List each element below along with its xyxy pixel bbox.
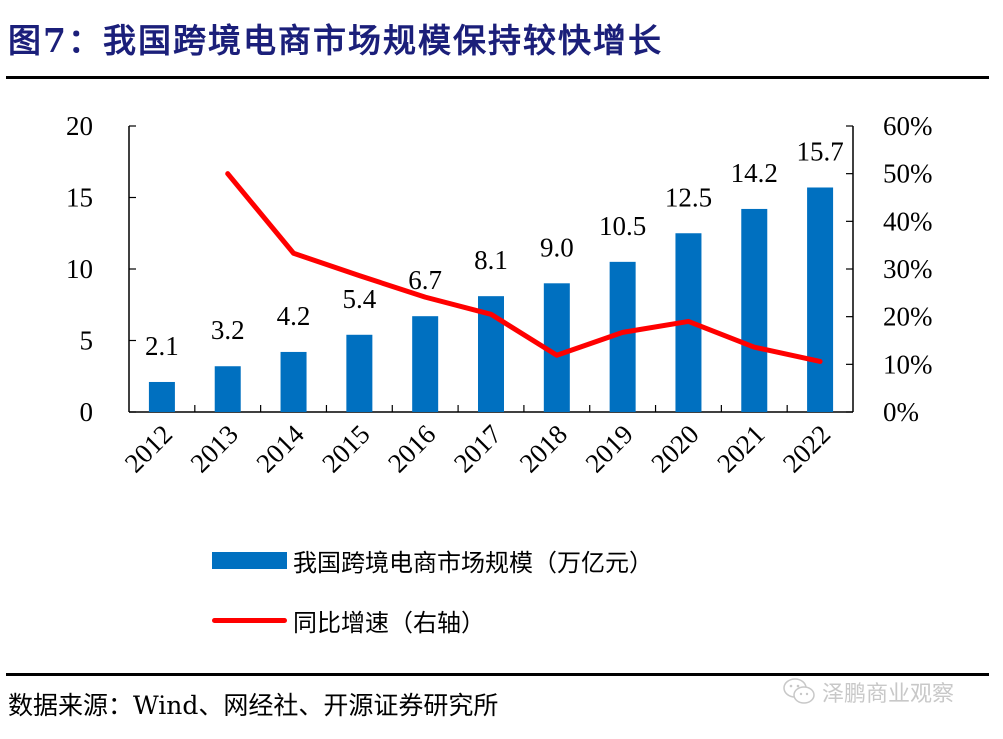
right-tick-label: 30% xyxy=(883,254,933,284)
right-tick-label: 20% xyxy=(883,302,933,332)
left-tick-label: 10 xyxy=(66,254,93,284)
left-tick-label: 20 xyxy=(66,111,93,141)
legend-swatch-line xyxy=(212,617,287,623)
bar-2012 xyxy=(148,381,175,412)
data-label-2017: 8.1 xyxy=(474,245,508,275)
legend-label-line: 同比增速（右轴） xyxy=(293,608,485,637)
bars xyxy=(148,187,834,412)
bar-2016 xyxy=(412,316,439,412)
left-tick-label: 5 xyxy=(80,326,94,356)
legend-label-bar: 我国跨境电商市场规模（万亿元） xyxy=(293,548,653,577)
legend-swatch-bar xyxy=(212,551,287,569)
growth-line-group xyxy=(225,171,823,364)
growth-line xyxy=(225,171,823,364)
data-label-2014: 4.2 xyxy=(277,301,311,331)
x-tick-label-2015: 2015 xyxy=(316,419,375,478)
right-tick-label: 60% xyxy=(883,111,933,141)
left-tick-label: 15 xyxy=(66,183,93,213)
x-tick-label-2019: 2019 xyxy=(579,419,638,478)
x-tick-label-2013: 2013 xyxy=(185,419,244,478)
bar-2015 xyxy=(346,334,373,412)
data-label-2019: 10.5 xyxy=(599,211,646,241)
right-tick-label: 0% xyxy=(883,397,919,427)
data-label-2016: 6.7 xyxy=(408,265,442,295)
x-tick-label-2017: 2017 xyxy=(448,419,507,478)
left-axis-tick-labels: 0 5 10 15 20 xyxy=(66,111,93,427)
x-tick-label-2022: 2022 xyxy=(777,419,836,478)
wechat-icon xyxy=(783,678,815,704)
data-label-2022: 15.7 xyxy=(796,136,843,166)
left-tick-label: 0 xyxy=(80,397,94,427)
right-tick-label: 40% xyxy=(883,206,933,236)
right-tick-label: 50% xyxy=(883,159,933,189)
data-labels: 2.1 3.2 4.2 5.4 6.7 8.1 9.0 10.5 12.5 14.2 15.7 xyxy=(145,136,844,360)
top-rule xyxy=(6,76,989,79)
bar-2022 xyxy=(807,187,834,412)
legend-item-line: 同比增速（右轴） xyxy=(212,600,653,640)
legend-item-bar: 我国跨境电商市场规模（万亿元） xyxy=(212,540,653,580)
source-note: 数据来源：Wind、网经社、开源证券研究所 xyxy=(8,691,499,720)
right-axis-tick-labels: 0% 10% 20% 30% 40% 50% 60% xyxy=(883,111,933,427)
x-tick-labels: 2012 2013 2014 2015 2016 2017 2018 2019 2020 2021… xyxy=(119,419,837,479)
figure-title: 图7：我国跨境电商市场规模保持较快增长 xyxy=(8,21,663,60)
legend: 我国跨境电商市场规模（万亿元） 同比增速（右轴） xyxy=(212,540,653,660)
x-tick-label-2016: 2016 xyxy=(382,419,441,478)
x-tick-label-2014: 2014 xyxy=(250,419,310,479)
right-tick-label: 10% xyxy=(883,349,933,379)
watermark: 泽鹏商业观察 xyxy=(782,676,954,708)
data-label-2021: 14.2 xyxy=(731,158,778,188)
x-tick-label-2021: 2021 xyxy=(711,419,770,478)
data-label-2013: 3.2 xyxy=(211,315,245,345)
x-tick-label-2018: 2018 xyxy=(514,419,573,478)
data-label-2018: 9.0 xyxy=(540,232,574,262)
watermark-text: 泽鹏商业观察 xyxy=(822,682,955,707)
data-label-2020: 12.5 xyxy=(665,182,712,212)
data-label-2012: 2.1 xyxy=(145,331,179,361)
bottom-rule xyxy=(6,673,989,676)
bar-2021 xyxy=(741,208,768,412)
bar-2013 xyxy=(214,366,241,412)
data-label-2015: 5.4 xyxy=(342,284,376,314)
bar-2014 xyxy=(280,351,307,412)
chart: 2.1 3.2 4.2 5.4 6.7 8.1 9.0 10.5 12.5 14.2 15.7 20… xyxy=(66,111,933,479)
x-tick-label-2012: 2012 xyxy=(119,419,178,478)
x-tick-label-2020: 2020 xyxy=(645,419,704,478)
